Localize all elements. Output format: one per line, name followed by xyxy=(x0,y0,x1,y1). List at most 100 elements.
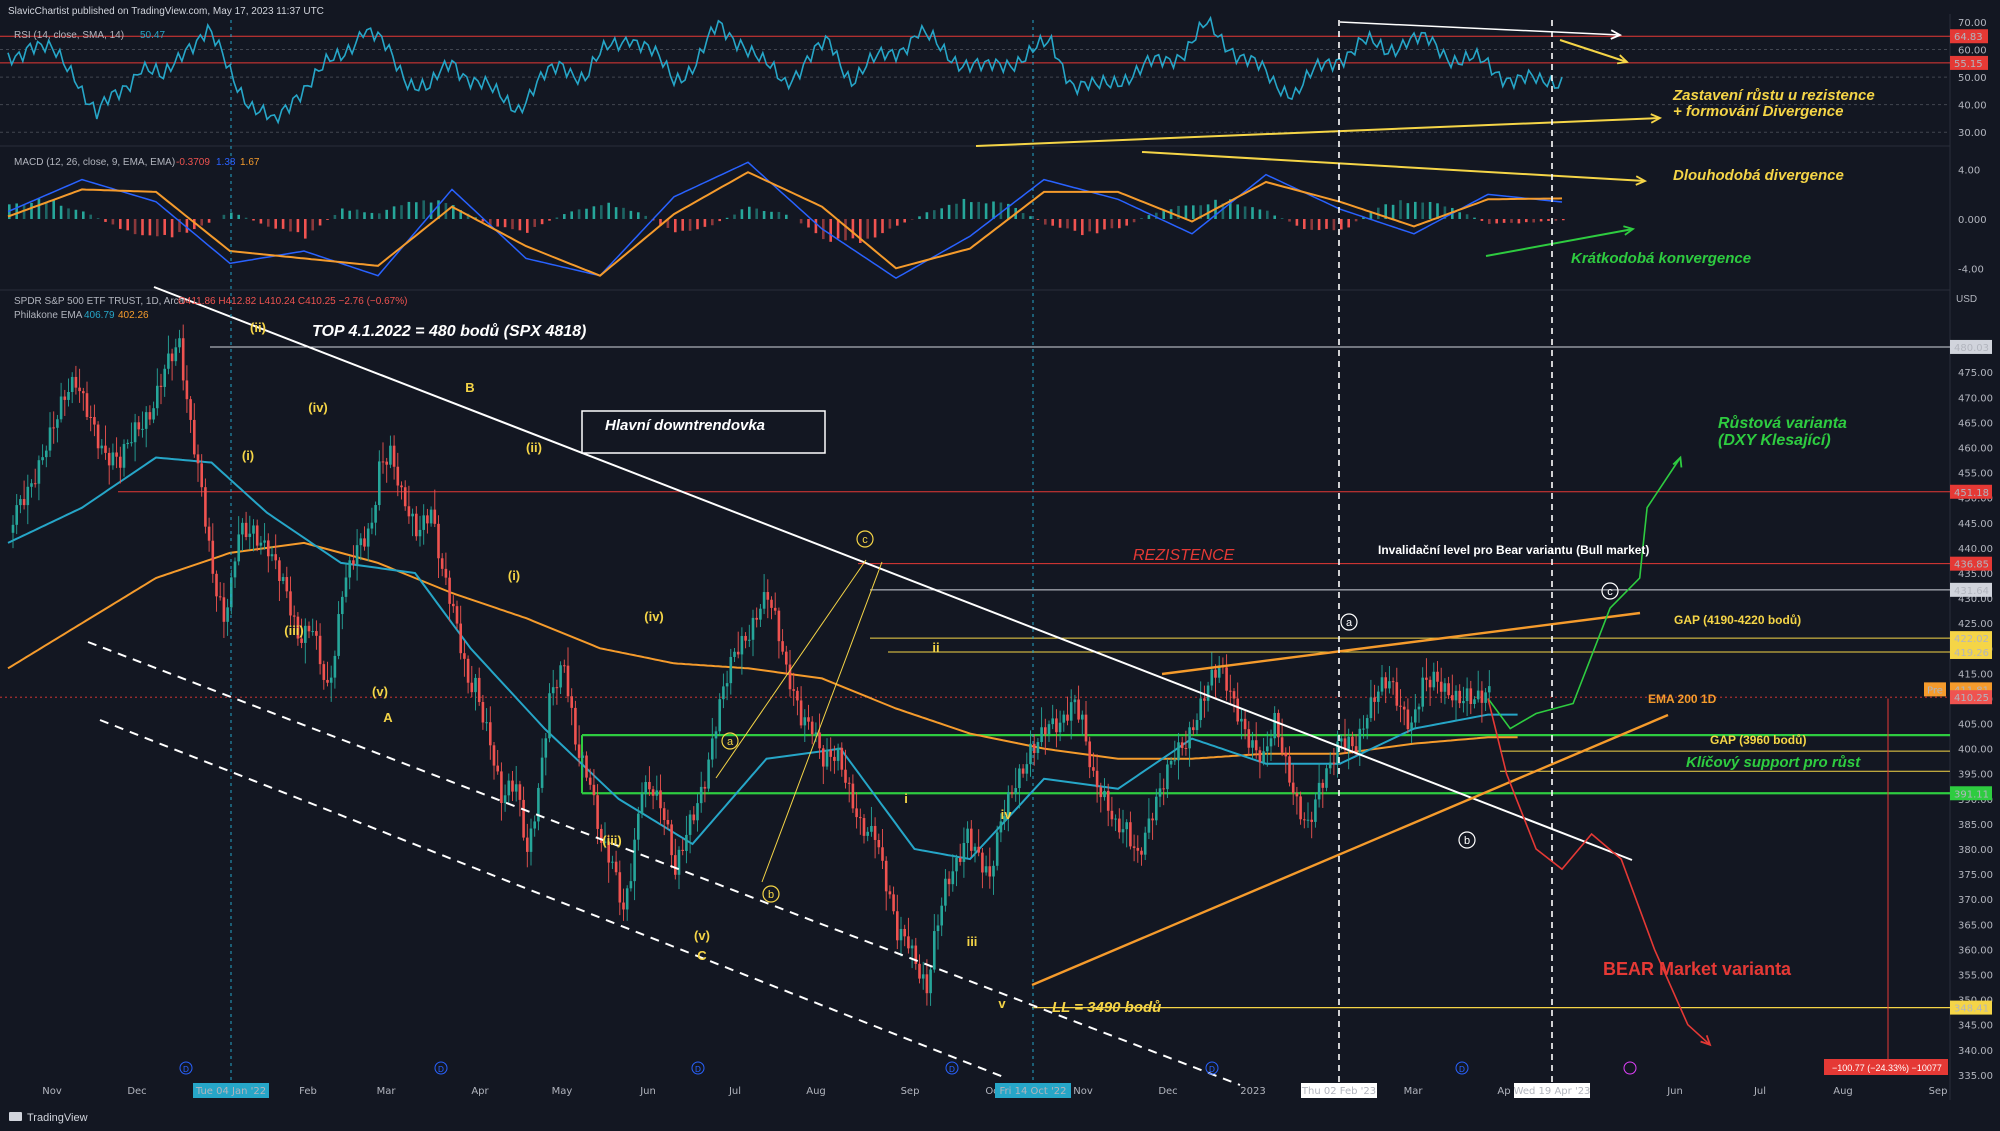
candle-body xyxy=(1291,782,1295,794)
candle-body xyxy=(267,540,270,557)
wave-label: i xyxy=(904,791,908,806)
macd-histogram-bar xyxy=(1399,200,1402,219)
macd-histogram-bar xyxy=(348,210,351,219)
candle-body xyxy=(773,607,777,611)
macd-histogram-bar xyxy=(799,219,803,224)
macd-histogram-bar xyxy=(688,219,692,231)
candle-body xyxy=(385,461,388,465)
candle-body xyxy=(566,665,570,697)
rising-support-line xyxy=(1031,713,1669,987)
candle-body xyxy=(1310,819,1313,822)
candle-body xyxy=(907,936,910,949)
candle-body xyxy=(1395,682,1399,706)
candle-body xyxy=(755,617,758,620)
dividend-event-icon xyxy=(1205,1061,1219,1075)
candle-body xyxy=(1380,677,1384,692)
candle-body xyxy=(263,540,266,543)
macd-histogram-bar xyxy=(267,219,270,227)
price-tick: 415.00 xyxy=(1958,669,1993,680)
candle-body xyxy=(651,789,655,796)
candle-body xyxy=(1143,832,1147,855)
candle-body xyxy=(466,658,470,683)
candle-body xyxy=(1029,743,1032,765)
tv-logo-icon xyxy=(9,1112,22,1121)
macd-histogram-bar xyxy=(400,205,403,219)
price-tag-3 xyxy=(1950,582,1992,597)
macd-histogram-bar xyxy=(1236,204,1239,219)
candle-body xyxy=(955,857,958,872)
candle-body xyxy=(833,756,836,761)
candle-body xyxy=(899,928,903,941)
macd-histogram-bar xyxy=(888,219,892,229)
candle-body xyxy=(352,560,355,565)
macd-histogram-bar xyxy=(252,219,255,221)
macd-histogram-bar xyxy=(89,214,92,219)
macd-histogram-bar xyxy=(836,219,840,239)
candle-body xyxy=(1014,788,1017,794)
macd-histogram-bar xyxy=(1495,219,1498,224)
macd-histogram-bar xyxy=(496,219,499,227)
macd-histogram-bar xyxy=(1502,219,1506,223)
macd-histogram-bar xyxy=(333,214,337,219)
candle-body xyxy=(733,651,736,657)
candle-body xyxy=(226,607,229,622)
wave-label: (iv) xyxy=(644,609,664,624)
candle-body xyxy=(378,461,381,506)
macd-histogram-bar xyxy=(896,219,899,226)
candle-body xyxy=(770,599,773,608)
macd-histogram-bar xyxy=(148,219,152,236)
candle-body xyxy=(1095,770,1099,788)
macd-histogram-bar xyxy=(933,210,936,219)
rsi-top-arrow xyxy=(1610,29,1623,40)
macd-histogram-bar xyxy=(977,201,980,219)
candle-body xyxy=(311,631,314,633)
macd-histogram-bar xyxy=(629,210,633,219)
candle-body xyxy=(274,554,277,561)
downtrend-label-box xyxy=(581,410,826,454)
candle-body xyxy=(1158,788,1162,797)
price-tick: 355.00 xyxy=(1958,971,1993,982)
wave-label: (iv) xyxy=(308,400,328,415)
candle-body xyxy=(33,483,37,485)
candle-body xyxy=(211,540,215,574)
candle-body xyxy=(1114,818,1117,820)
candle-body xyxy=(341,596,344,615)
macd-histogram-bar xyxy=(163,219,166,235)
resistance-label: REZISTENCE xyxy=(1133,547,1235,564)
candle-body xyxy=(285,577,289,592)
candle-body xyxy=(259,542,263,546)
candle-body xyxy=(1288,756,1291,783)
macd-histogram-bar xyxy=(1369,212,1373,219)
candle-body xyxy=(1092,767,1095,771)
candle-body xyxy=(281,577,285,581)
candle-body xyxy=(485,722,488,724)
macd-histogram-bar xyxy=(1273,215,1276,219)
price-tick: 475.00 xyxy=(1958,368,1993,379)
candle-body xyxy=(19,499,22,506)
ema200-label: EMA 200 1D xyxy=(1648,692,1717,706)
candle-body xyxy=(581,755,585,758)
candle-body xyxy=(881,847,884,861)
candle-body xyxy=(45,450,48,458)
candle-body xyxy=(929,969,932,994)
measure-label: −100.77 (−24.33%) −10077 xyxy=(1832,1063,1942,1073)
candle-body xyxy=(799,700,803,726)
price-tick: 390.00 xyxy=(1958,795,1993,806)
candle-body xyxy=(141,428,144,430)
wave-circle xyxy=(1340,613,1358,631)
wave-circle-label: a xyxy=(727,736,734,748)
candle-body xyxy=(89,416,92,418)
candle-body xyxy=(711,738,714,760)
macd-histogram-bar xyxy=(903,219,906,223)
candle-body xyxy=(59,396,63,420)
candle-body xyxy=(1347,736,1350,749)
candle-body xyxy=(1180,742,1184,748)
candle-body xyxy=(292,615,296,617)
macd-histogram-bar xyxy=(185,219,189,233)
candle-body xyxy=(685,834,688,851)
candle-body xyxy=(896,911,899,941)
macd-histogram-bar xyxy=(762,210,766,219)
rsi-value: 50.47 xyxy=(140,30,165,41)
macd-histogram-bar xyxy=(851,219,855,239)
candle-body xyxy=(15,505,18,525)
